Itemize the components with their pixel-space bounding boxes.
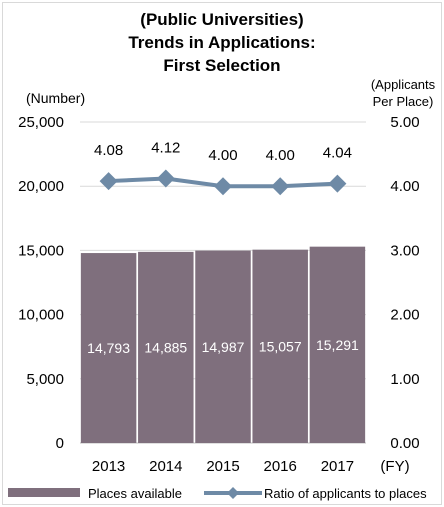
ratio-marker [328, 174, 347, 193]
legend: Places available Ratio of applicants to … [8, 486, 427, 501]
ratio-data-label: 4.04 [323, 145, 352, 162]
ratio-data-label: 4.00 [208, 147, 237, 164]
axis-ticks: 0 5,000 10,000 15,000 20,000 25,000 0.00 1.00 2.… [18, 114, 419, 475]
y-right-tick-label: 1.00 [390, 371, 419, 388]
x-axis-unit: (FY) [380, 458, 409, 475]
line-series: 4.08 4.12 4.00 4.00 4.04 [94, 139, 352, 196]
x-tick-label: 2017 [321, 458, 354, 475]
bar-series: 14,793 14,885 14,987 15,057 15,291 [80, 246, 366, 443]
y-left-tick-label: 20,000 [18, 178, 64, 195]
bar [252, 249, 308, 443]
title-line-3: First Selection [163, 56, 280, 75]
title-line-2: Trends in Applications: [128, 33, 315, 52]
y-right-axis-label-line-2: Per Place) [373, 94, 434, 109]
bar-data-label: 14,793 [87, 340, 130, 356]
ratio-marker [156, 169, 175, 188]
ratio-marker [99, 172, 118, 191]
legend-swatch-places-available [8, 488, 80, 497]
legend-label-ratio: Ratio of applicants to places [264, 486, 427, 501]
y-right-tick-label: 3.00 [390, 242, 419, 259]
y-left-tick-label: 25,000 [18, 114, 64, 131]
bar [195, 250, 251, 443]
x-tick-label: 2016 [264, 458, 297, 475]
x-tick-label: 2014 [149, 458, 182, 475]
bar [80, 253, 137, 443]
title-line-1: (Public Universities) [140, 10, 303, 29]
y-left-tick-label: 10,000 [18, 307, 64, 324]
bar [309, 246, 366, 443]
chart-title: (Public Universities) Trends in Applicat… [128, 10, 315, 75]
y-left-tick-label: 15,000 [18, 242, 64, 259]
y-right-tick-label: 2.00 [390, 307, 419, 324]
y-right-tick-label: 4.00 [390, 178, 419, 195]
ratio-data-label: 4.00 [266, 147, 295, 164]
x-tick-label: 2015 [206, 458, 239, 475]
y-right-tick-label: 0.00 [390, 435, 419, 452]
ratio-data-label: 4.12 [151, 139, 180, 156]
bar-data-label: 14,885 [144, 339, 187, 355]
bar-data-label: 14,987 [202, 339, 245, 355]
x-tick-label: 2013 [92, 458, 125, 475]
legend-label-places-available: Places available [88, 486, 182, 501]
bar [138, 251, 194, 443]
ratio-marker [271, 177, 290, 196]
legend-swatch-marker-ratio [227, 487, 239, 499]
y-left-tick-label: 0 [56, 435, 64, 452]
y-right-axis-label-line-1: (Applicants [371, 77, 436, 92]
ratio-marker [214, 177, 232, 196]
bar-data-label: 15,291 [316, 337, 359, 353]
y-right-tick-label: 5.00 [390, 114, 419, 131]
bar-data-label: 15,057 [259, 338, 302, 354]
y-left-tick-label: 5,000 [26, 371, 64, 388]
ratio-data-label: 4.08 [94, 142, 123, 159]
y-left-axis-label: (Number) [26, 90, 85, 106]
